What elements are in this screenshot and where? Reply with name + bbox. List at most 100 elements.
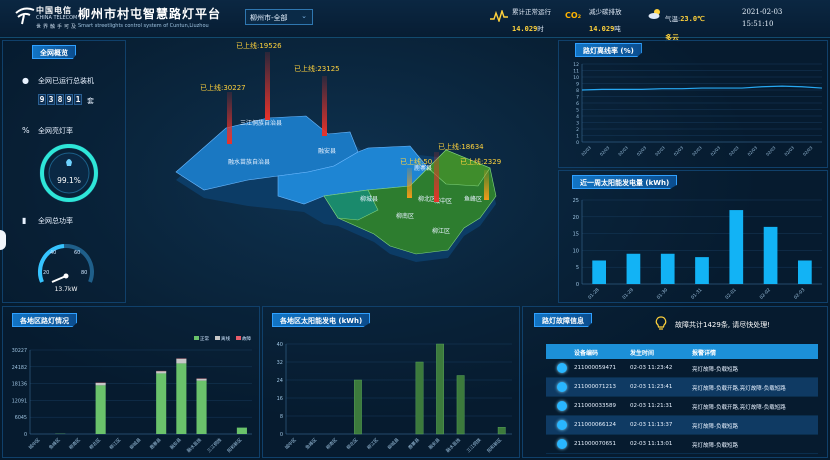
weekly-solar-bar — [695, 257, 709, 284]
x-tick-label: 融水苗族 — [185, 436, 203, 454]
y-tick-label: 11 — [573, 69, 579, 75]
x-tick-label: 02/03 — [599, 145, 611, 157]
lightbulb-icon — [66, 159, 72, 166]
y-tick-label: 24182 — [12, 365, 27, 371]
percent-icon: % — [22, 126, 30, 135]
region-solar-panel — [262, 306, 520, 458]
y-tick-label: 0 — [576, 282, 579, 288]
x-tick-label: 02/03 — [709, 145, 721, 157]
gauge-tick: 40 — [50, 250, 56, 256]
x-tick-label: 01-31 — [690, 287, 704, 301]
x-tick-label: 鹿寨县 — [406, 436, 421, 451]
side-drawer-handle[interactable] — [0, 230, 6, 250]
installed-label: 全网已运行总装机 — [38, 77, 94, 85]
y-tick-label: 10 — [573, 75, 579, 81]
region-lights-bar-normal — [156, 373, 167, 434]
fault-table-header: 设备编码 发生时间 报警详情 — [546, 344, 818, 359]
x-tick-label: 柳城县 — [128, 436, 143, 451]
column-header: 设备编码 — [574, 350, 599, 357]
x-tick-label: 02/03 — [580, 145, 592, 157]
co2-icon: CO₂ — [565, 11, 582, 20]
online-pillar — [484, 170, 489, 200]
region-solar-bar — [415, 361, 424, 435]
map-region-label: 城中区 — [434, 197, 452, 205]
region-lights-bar-offline — [156, 371, 167, 374]
map-region-label: 鱼峰区 — [464, 195, 482, 203]
logo-slogan: 世界触手可及 — [36, 24, 79, 30]
map-region-label: 柳江区 — [432, 227, 450, 235]
runtime-value: 14.029 — [512, 25, 538, 33]
x-tick-label: 02/03 — [654, 145, 666, 157]
status-dot-icon — [557, 439, 567, 449]
table-row[interactable]: 211000070651 02-03 11:13:01 亮灯故障-负载短路 — [546, 435, 818, 454]
x-tick-label: 柳江区 — [365, 436, 380, 451]
y-tick-label: 6045 — [15, 415, 27, 421]
x-tick-label: 鱼峰区 — [47, 436, 62, 451]
legend-swatch — [194, 336, 199, 340]
online-pillar — [322, 76, 327, 136]
x-tick-label: 阳和新区 — [226, 436, 244, 454]
y-tick-label: 0 — [576, 140, 579, 146]
x-tick-label: 01-30 — [656, 287, 670, 301]
counter-digit: 9 — [65, 94, 73, 105]
fault-code: 211000066124 — [574, 422, 616, 428]
x-tick-label: 02/03 — [691, 145, 703, 157]
online-label: 已上线:2329 — [460, 157, 501, 166]
map-region-label: 柳北区 — [418, 195, 436, 203]
map-region-liucheng[interactable] — [323, 189, 379, 221]
legend-swatch — [215, 336, 220, 340]
weekly-solar-title: 近一周太阳能发电量 (kWh) — [572, 175, 678, 189]
fault-detail: 亮灯故障-负载开路,亮灯故障-负载短路 — [692, 405, 786, 411]
china-telecom-logo-icon — [15, 7, 35, 25]
y-tick-label: 0 — [24, 432, 27, 438]
fault-alert-text: 故障共计1429条, 请尽快处理! — [675, 321, 771, 329]
region-lights-panel — [2, 306, 260, 458]
gauge-tick: 60 — [74, 250, 80, 256]
x-tick-label: 融安县 — [427, 436, 442, 451]
top-header: 中国电信 CHINA TELECOM 世界触手可及 柳州市村屯智慧路灯平台 Sm… — [0, 0, 830, 42]
y-tick-label: 5 — [576, 265, 579, 271]
x-tick-label: 02/03 — [673, 145, 685, 157]
weekly-solar-bar — [763, 226, 778, 284]
region-solar-chart: 0 8 16 24 32 40 城中区 鱼峰区 柳南区 柳北区 柳江区 柳城县 鹿寨县 融安县 融水苗族 三江… — [277, 342, 512, 454]
x-tick-label: 02/03 — [728, 145, 740, 157]
x-tick-label: 02/03 — [617, 145, 629, 157]
online-label: 已上线:50 — [400, 157, 432, 166]
y-tick-label: 5 — [576, 108, 579, 114]
x-tick-label: 城中区 — [283, 436, 298, 451]
weekly-solar-bar — [729, 210, 744, 284]
table-row[interactable]: 211000066124 02-03 11:13:37 亮灯故障-负载短路 — [546, 416, 818, 435]
city-select-value: 柳州市-全部 — [250, 14, 288, 22]
runtime-stat: 累计正常运行 14.029时 — [512, 6, 551, 35]
x-tick-label: 02-03 — [793, 287, 807, 301]
x-tick-label: 城中区 — [27, 436, 42, 451]
x-tick-label: 02-01 — [724, 287, 738, 301]
fault-detail: 亮灯故障-负载开路,亮灯故障-负载短路 — [692, 386, 786, 392]
x-tick-label: 三江侗族 — [205, 436, 223, 454]
power-value: 13.7kW — [55, 286, 78, 293]
x-tick-label: 柳北区 — [345, 436, 360, 451]
city-select[interactable]: 柳州市-全部 ⌄ — [245, 9, 313, 25]
chevron-down-icon: ⌄ — [301, 12, 307, 20]
light-rate-gauge: 99.1% — [39, 143, 99, 203]
table-row[interactable]: 211000071213 02-03 11:23:41 亮灯故障-负载开路,亮灯… — [546, 378, 818, 397]
region-solar-bar — [497, 427, 506, 435]
region-lights-chart: 0 6045 12091 18136 24182 30227 城中区 鱼峰区 柳南区 柳北区 柳江区… — [12, 335, 252, 454]
x-tick-label: 02/03 — [802, 145, 814, 157]
table-row[interactable]: 211000059471 02-03 11:23:42 亮灯故障-负载短路 — [546, 359, 818, 378]
map-region-label: 融水苗族自治县 — [228, 158, 270, 166]
weather-label: 气温: — [665, 15, 681, 23]
x-tick-label: 融安县 — [168, 436, 183, 451]
y-tick-label: 7 — [576, 95, 579, 101]
installed-counter: 9 3 8 9 1 — [38, 94, 82, 105]
light-rate-label: 全网亮灯率 — [38, 127, 73, 135]
table-row[interactable]: 211000033589 02-03 11:21:31 亮灯故障-负载开路,亮灯… — [546, 397, 818, 416]
fault-time: 02-03 11:21:31 — [630, 403, 673, 409]
page-title: 柳州市村屯智慧路灯平台 — [78, 7, 222, 21]
x-tick-label: 鱼峰区 — [304, 436, 319, 451]
y-tick-label: 12091 — [12, 398, 27, 404]
light-rate-value: 99.1% — [57, 176, 81, 185]
y-tick-label: 10 — [573, 248, 579, 254]
counter-digit: 9 — [38, 94, 46, 105]
x-tick-label: 01-28 — [587, 287, 601, 301]
